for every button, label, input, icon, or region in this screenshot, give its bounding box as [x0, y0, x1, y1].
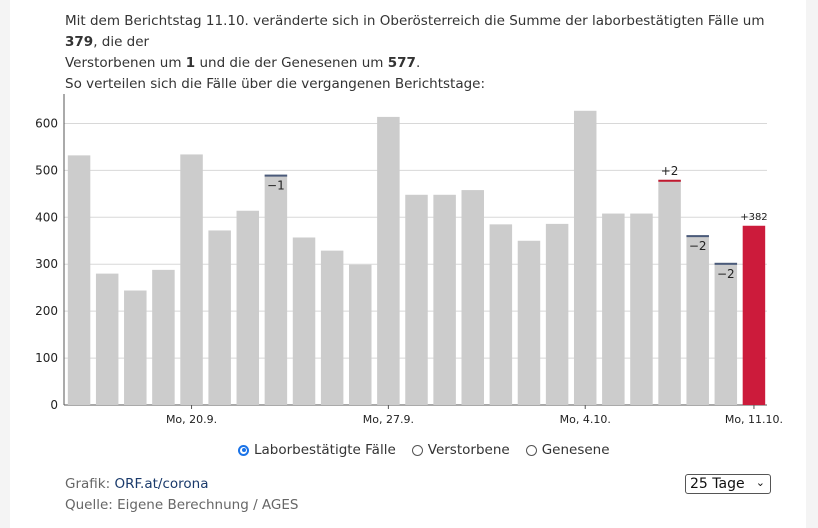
intro-line-3: So verteilen sich die Fälle über die ver… — [65, 76, 486, 92]
bar — [742, 225, 766, 405]
x-tick-label: Mo, 27.9. — [363, 413, 414, 426]
legend-option-recovered[interactable]: Genesene — [525, 442, 610, 458]
legend: Laborbestätigte Fälle Verstorbene Genese… — [238, 442, 610, 458]
increase-marker — [658, 179, 681, 182]
bar — [124, 290, 147, 405]
legend-label-deaths: Verstorbene — [427, 442, 510, 458]
chevron-down-icon: ⌄ — [755, 476, 765, 489]
intro-line-2: Verstorbenen um 1 und die der Genesenen … — [65, 53, 785, 74]
y-tick-label: 100 — [35, 351, 58, 365]
delta-label: −1 — [267, 179, 285, 193]
intro-line-1-suffix: , die der — [93, 34, 150, 50]
y-tick-label: 300 — [35, 257, 58, 271]
range-select-value: 25 Tage — [690, 476, 745, 492]
bar — [152, 269, 175, 405]
legend-label-recovered: Genesene — [541, 442, 610, 458]
chart-card: Mit dem Berichtstag 11.10. veränderte si… — [10, 0, 806, 528]
intro-line-1: Mit dem Berichtstag 11.10. veränderte si… — [65, 11, 785, 53]
legend-option-cases[interactable]: Laborbestätigte Fälle — [238, 442, 396, 458]
bar — [714, 262, 738, 405]
x-tick-label: Mo, 4.10. — [560, 413, 611, 426]
bar — [180, 154, 203, 405]
bar — [686, 235, 709, 405]
intro-line-2-suffix: . — [415, 55, 421, 71]
y-tick-label: 500 — [35, 163, 58, 177]
bar — [630, 213, 653, 405]
bar — [602, 213, 625, 405]
bar — [236, 210, 260, 405]
bar — [208, 230, 231, 405]
bar — [517, 240, 541, 405]
bar — [658, 179, 681, 405]
intro-line-2-prefix: Verstorbenen um — [65, 55, 186, 71]
bar — [489, 224, 513, 405]
delta-label: −2 — [689, 239, 707, 253]
radio-recovered[interactable] — [525, 444, 537, 456]
intro-line-1-prefix: Mit dem Berichtstag 11.10. veränderte si… — [65, 13, 765, 29]
y-tick-label: 600 — [35, 116, 58, 130]
radio-cases[interactable] — [238, 444, 249, 456]
credit-prefix: Grafik: — [65, 476, 115, 492]
bar — [433, 194, 456, 405]
legend-label-cases: Laborbestätigte Fälle — [254, 442, 396, 458]
decrease-marker — [714, 262, 738, 265]
bar — [545, 223, 569, 405]
intro-text: Mit dem Berichtstag 11.10. veränderte si… — [65, 11, 785, 95]
y-tick-label: 400 — [35, 210, 58, 224]
bar — [264, 174, 288, 405]
bar-chart: 0 100 200 300 400 500 600 −1 +2 −2 −2 +382 Mo, 20.9.… — [35, 94, 783, 426]
decrease-marker — [264, 174, 288, 177]
recovered-delta: 577 — [387, 55, 416, 71]
x-tick-label: Mo, 20.9. — [166, 413, 217, 426]
decrease-marker — [686, 235, 709, 238]
source-line: Quelle: Eigene Berechnung / AGES — [65, 497, 299, 513]
radio-deaths[interactable] — [411, 444, 423, 456]
deaths-delta: 1 — [185, 55, 196, 71]
intro-line-2-mid: und die der Genesenen um — [195, 55, 388, 71]
bar — [95, 273, 119, 405]
delta-label: −2 — [717, 267, 735, 281]
new-cases-label: +382 — [740, 212, 767, 223]
bar — [405, 194, 428, 405]
bar — [573, 110, 597, 406]
bar — [67, 155, 91, 405]
delta-label: +2 — [661, 164, 679, 178]
x-tick-label: Mo, 11.10. — [725, 413, 783, 426]
credit-link[interactable]: ORF.at/corona — [114, 476, 209, 492]
bar — [320, 250, 344, 405]
cases-delta: 379 — [65, 34, 94, 50]
range-select[interactable]: 25 Tage ⌄ — [685, 474, 771, 494]
footer: Grafik: ORF.at/corona Quelle: Eigene Ber… — [65, 474, 298, 516]
y-tick-label: 0 — [50, 398, 58, 412]
credit-line: Grafik: ORF.at/corona — [65, 474, 298, 495]
bar — [461, 190, 484, 405]
legend-option-deaths[interactable]: Verstorbene — [411, 442, 510, 458]
bar — [377, 116, 400, 406]
y-tick-label: 200 — [35, 304, 58, 318]
bar — [292, 237, 316, 405]
bar — [349, 264, 372, 405]
